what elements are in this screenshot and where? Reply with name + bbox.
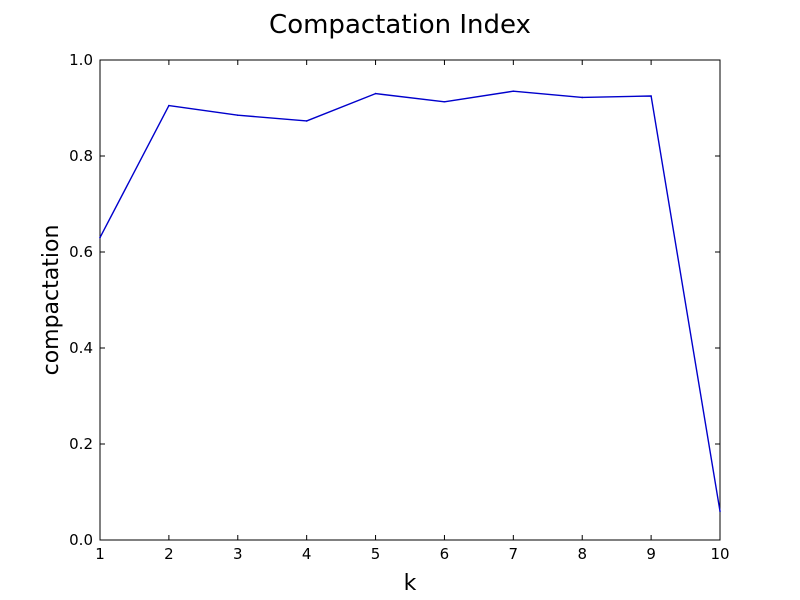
x-axis: 1 2 3 4 5 6 7 8 9 10 xyxy=(95,60,730,563)
x-tick-label: 5 xyxy=(371,545,381,563)
data-point xyxy=(650,95,652,97)
x-tick-label: 6 xyxy=(440,545,450,563)
x-tick-label: 10 xyxy=(710,545,729,563)
x-tick-label: 3 xyxy=(233,545,243,563)
x-axis-label: k xyxy=(404,571,417,596)
data-point xyxy=(512,90,515,92)
x-tick-label: 1 xyxy=(95,545,105,563)
data-point xyxy=(581,96,584,99)
data-point xyxy=(443,100,446,103)
y-axis-label: compactation xyxy=(39,225,64,376)
x-tick-label: 7 xyxy=(509,545,519,563)
data-point xyxy=(719,510,721,512)
data-point xyxy=(168,104,170,107)
y-tick-label: 1.0 xyxy=(69,51,93,69)
y-tick-label: 0.6 xyxy=(69,243,93,261)
x-tick-label: 2 xyxy=(164,545,174,563)
y-tick-label: 0.2 xyxy=(69,435,93,453)
y-tick-label: 0.4 xyxy=(69,339,93,357)
plot-frame xyxy=(99,59,721,541)
chart-title: Compactation Index xyxy=(269,10,531,40)
series-layer xyxy=(99,90,721,512)
data-point xyxy=(374,92,377,95)
plot-area xyxy=(99,59,721,541)
y-tick-label: 0.0 xyxy=(69,531,93,549)
y-axis: 0.0 0.2 0.4 0.6 0.8 1.0 xyxy=(69,51,720,549)
series-line xyxy=(99,90,721,512)
data-point xyxy=(305,120,308,122)
y-tick-label: 0.8 xyxy=(69,147,93,165)
data-point xyxy=(236,114,239,116)
data-point xyxy=(99,236,101,239)
x-tick-label: 8 xyxy=(577,545,587,563)
x-tick-label: 9 xyxy=(646,545,656,563)
x-tick-label: 4 xyxy=(302,545,312,563)
